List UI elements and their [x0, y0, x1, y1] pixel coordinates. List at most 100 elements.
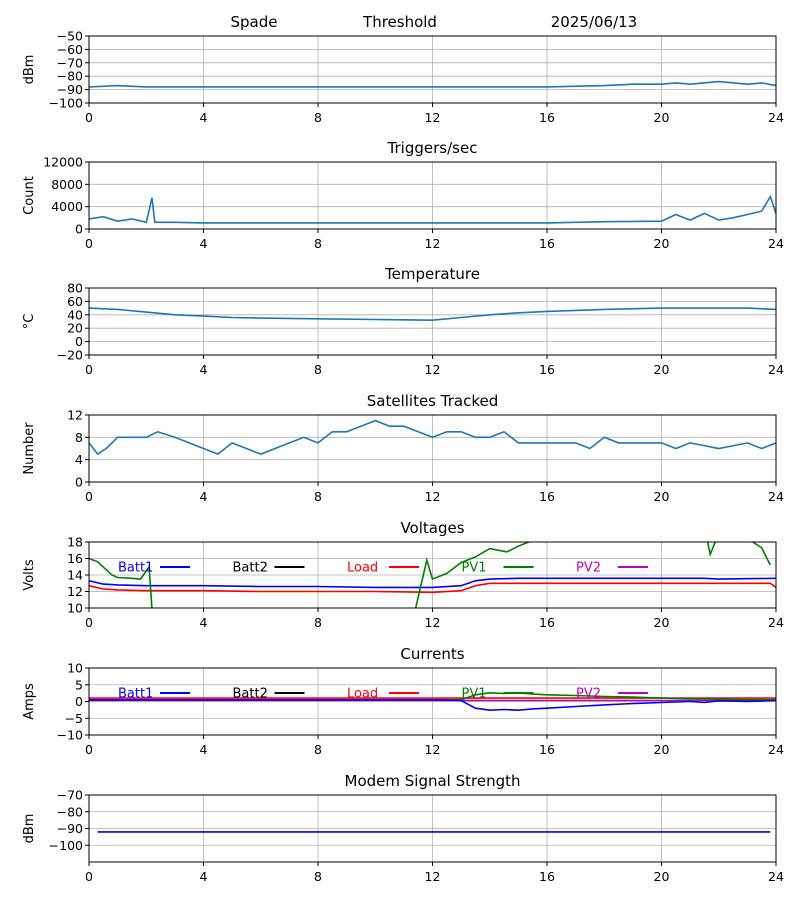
- y-tick-label: 40: [67, 307, 83, 322]
- legend-entry: Load: [347, 561, 419, 576]
- series-group: [89, 542, 776, 608]
- legend-label: PV1: [462, 687, 487, 702]
- y-tick-label: 10: [67, 601, 83, 616]
- y-tick-label: −100: [49, 838, 83, 853]
- legend-entry: Batt1: [118, 561, 190, 576]
- y-tick-label: 12: [67, 408, 83, 423]
- series-line-load: [89, 582, 776, 594]
- series-group: [89, 419, 776, 456]
- chart-title: Modem Signal Strength: [345, 772, 521, 790]
- x-tick-label: 8: [314, 869, 322, 884]
- x-tick-label: 4: [200, 869, 208, 884]
- series-line: [89, 80, 776, 88]
- x-tick-label: 16: [539, 110, 555, 125]
- y-tick-label: −90: [57, 82, 83, 97]
- legend-label: Batt1: [118, 561, 153, 576]
- y-tick-label: −10: [57, 728, 83, 743]
- y-tick-label: −70: [57, 55, 83, 70]
- y-axis-label: Volts: [22, 559, 37, 591]
- x-tick-label: 8: [314, 615, 322, 630]
- series-line-batt1: [89, 698, 776, 712]
- x-tick-label: 8: [314, 110, 322, 125]
- x-tick-label: 4: [200, 236, 208, 251]
- y-tick-label: 12: [67, 584, 83, 599]
- x-tick-label: 4: [200, 489, 208, 504]
- x-tick-label: 16: [539, 615, 555, 630]
- y-tick-label: 0: [75, 334, 83, 349]
- y-tick-label: 5: [75, 677, 83, 692]
- series-group: [89, 307, 776, 322]
- series-line: [89, 307, 776, 322]
- chart-title: Triggers/sec: [387, 139, 478, 157]
- chart-panel: 0 4 8 12 16 20 24 −100−90−80−70−60−50 dBm: [22, 29, 784, 126]
- y-tick-label: −90: [57, 821, 83, 836]
- legend-entry: Load: [347, 687, 419, 702]
- chart-title: Satellites Tracked: [367, 392, 498, 410]
- y-tick-label: 4: [75, 452, 83, 467]
- x-tick-label: 12: [425, 362, 441, 377]
- x-tick-label: 12: [425, 869, 441, 884]
- y-tick-label: 18: [67, 535, 83, 550]
- chart-panel: 0 4 8 12 16 20 24 0 4 8 12 Satellites Tracked Number: [22, 392, 784, 504]
- x-tick-label: 12: [425, 615, 441, 630]
- y-axis-label: Number: [22, 422, 37, 475]
- y-tick-label: −80: [57, 804, 83, 819]
- series-line-pv1: [89, 557, 153, 608]
- x-tick-label: 16: [539, 362, 555, 377]
- chart-title: Voltages: [400, 519, 464, 537]
- legend-label: PV2: [576, 687, 601, 702]
- y-tick-label: 60: [67, 294, 83, 309]
- x-tick-label: 8: [314, 236, 322, 251]
- chart-title: Currents: [400, 645, 464, 663]
- y-tick-label: 0: [75, 222, 83, 237]
- legend-label: PV1: [462, 561, 487, 576]
- x-tick-label: 8: [314, 489, 322, 504]
- y-axis-label: Count: [22, 176, 37, 215]
- y-axis-label: Amps: [22, 683, 37, 720]
- y-tick-label: −70: [57, 788, 83, 803]
- header-date: 2025/06/13: [551, 13, 637, 31]
- x-tick-label: 20: [654, 362, 670, 377]
- legend-entry: PV2: [576, 561, 648, 576]
- x-tick-label: 12: [425, 236, 441, 251]
- x-tick-label: 12: [425, 110, 441, 125]
- x-tick-label: 8: [314, 742, 322, 757]
- x-tick-label: 20: [654, 489, 670, 504]
- x-tick-label: 4: [200, 615, 208, 630]
- header: Spade Threshold 2025/06/13: [231, 13, 638, 31]
- y-tick-label: 4000: [51, 199, 83, 214]
- x-tick-label: 0: [85, 742, 93, 757]
- x-tick-label: 24: [768, 742, 784, 757]
- legend-entry: PV1: [462, 687, 534, 702]
- x-tick-label: 24: [768, 869, 784, 884]
- header-station: Spade: [231, 13, 278, 31]
- x-tick-label: 16: [539, 869, 555, 884]
- x-tick-label: 0: [85, 869, 93, 884]
- x-tick-label: 20: [654, 742, 670, 757]
- y-tick-label: 0: [75, 694, 83, 709]
- x-tick-label: 8: [314, 362, 322, 377]
- legend-entry: Batt2: [233, 687, 305, 702]
- y-axis-label: dBm: [22, 55, 37, 85]
- chart-panel: 0 4 8 12 16 20 24 0 4000 8000 12000 Triggers/sec Cou…: [22, 139, 784, 251]
- series-group: [89, 691, 776, 712]
- series-group: [89, 194, 776, 224]
- y-tick-label: −60: [57, 42, 83, 57]
- x-tick-label: 20: [654, 236, 670, 251]
- y-tick-label: −5: [65, 711, 83, 726]
- series-line: [89, 194, 776, 224]
- x-tick-label: 0: [85, 362, 93, 377]
- y-tick-label: 10: [67, 661, 83, 676]
- x-tick-label: 0: [85, 236, 93, 251]
- x-tick-label: 24: [768, 489, 784, 504]
- legend-label: Batt2: [233, 561, 268, 576]
- x-tick-label: 0: [85, 110, 93, 125]
- legend-entry: Batt1: [118, 687, 190, 702]
- chart-panel: 0 4 8 12 16 20 24 −100 −90 −80−70 Modem Signal Str…: [22, 772, 784, 884]
- series-line: [89, 419, 776, 456]
- x-tick-label: 20: [654, 869, 670, 884]
- x-tick-label: 20: [654, 110, 670, 125]
